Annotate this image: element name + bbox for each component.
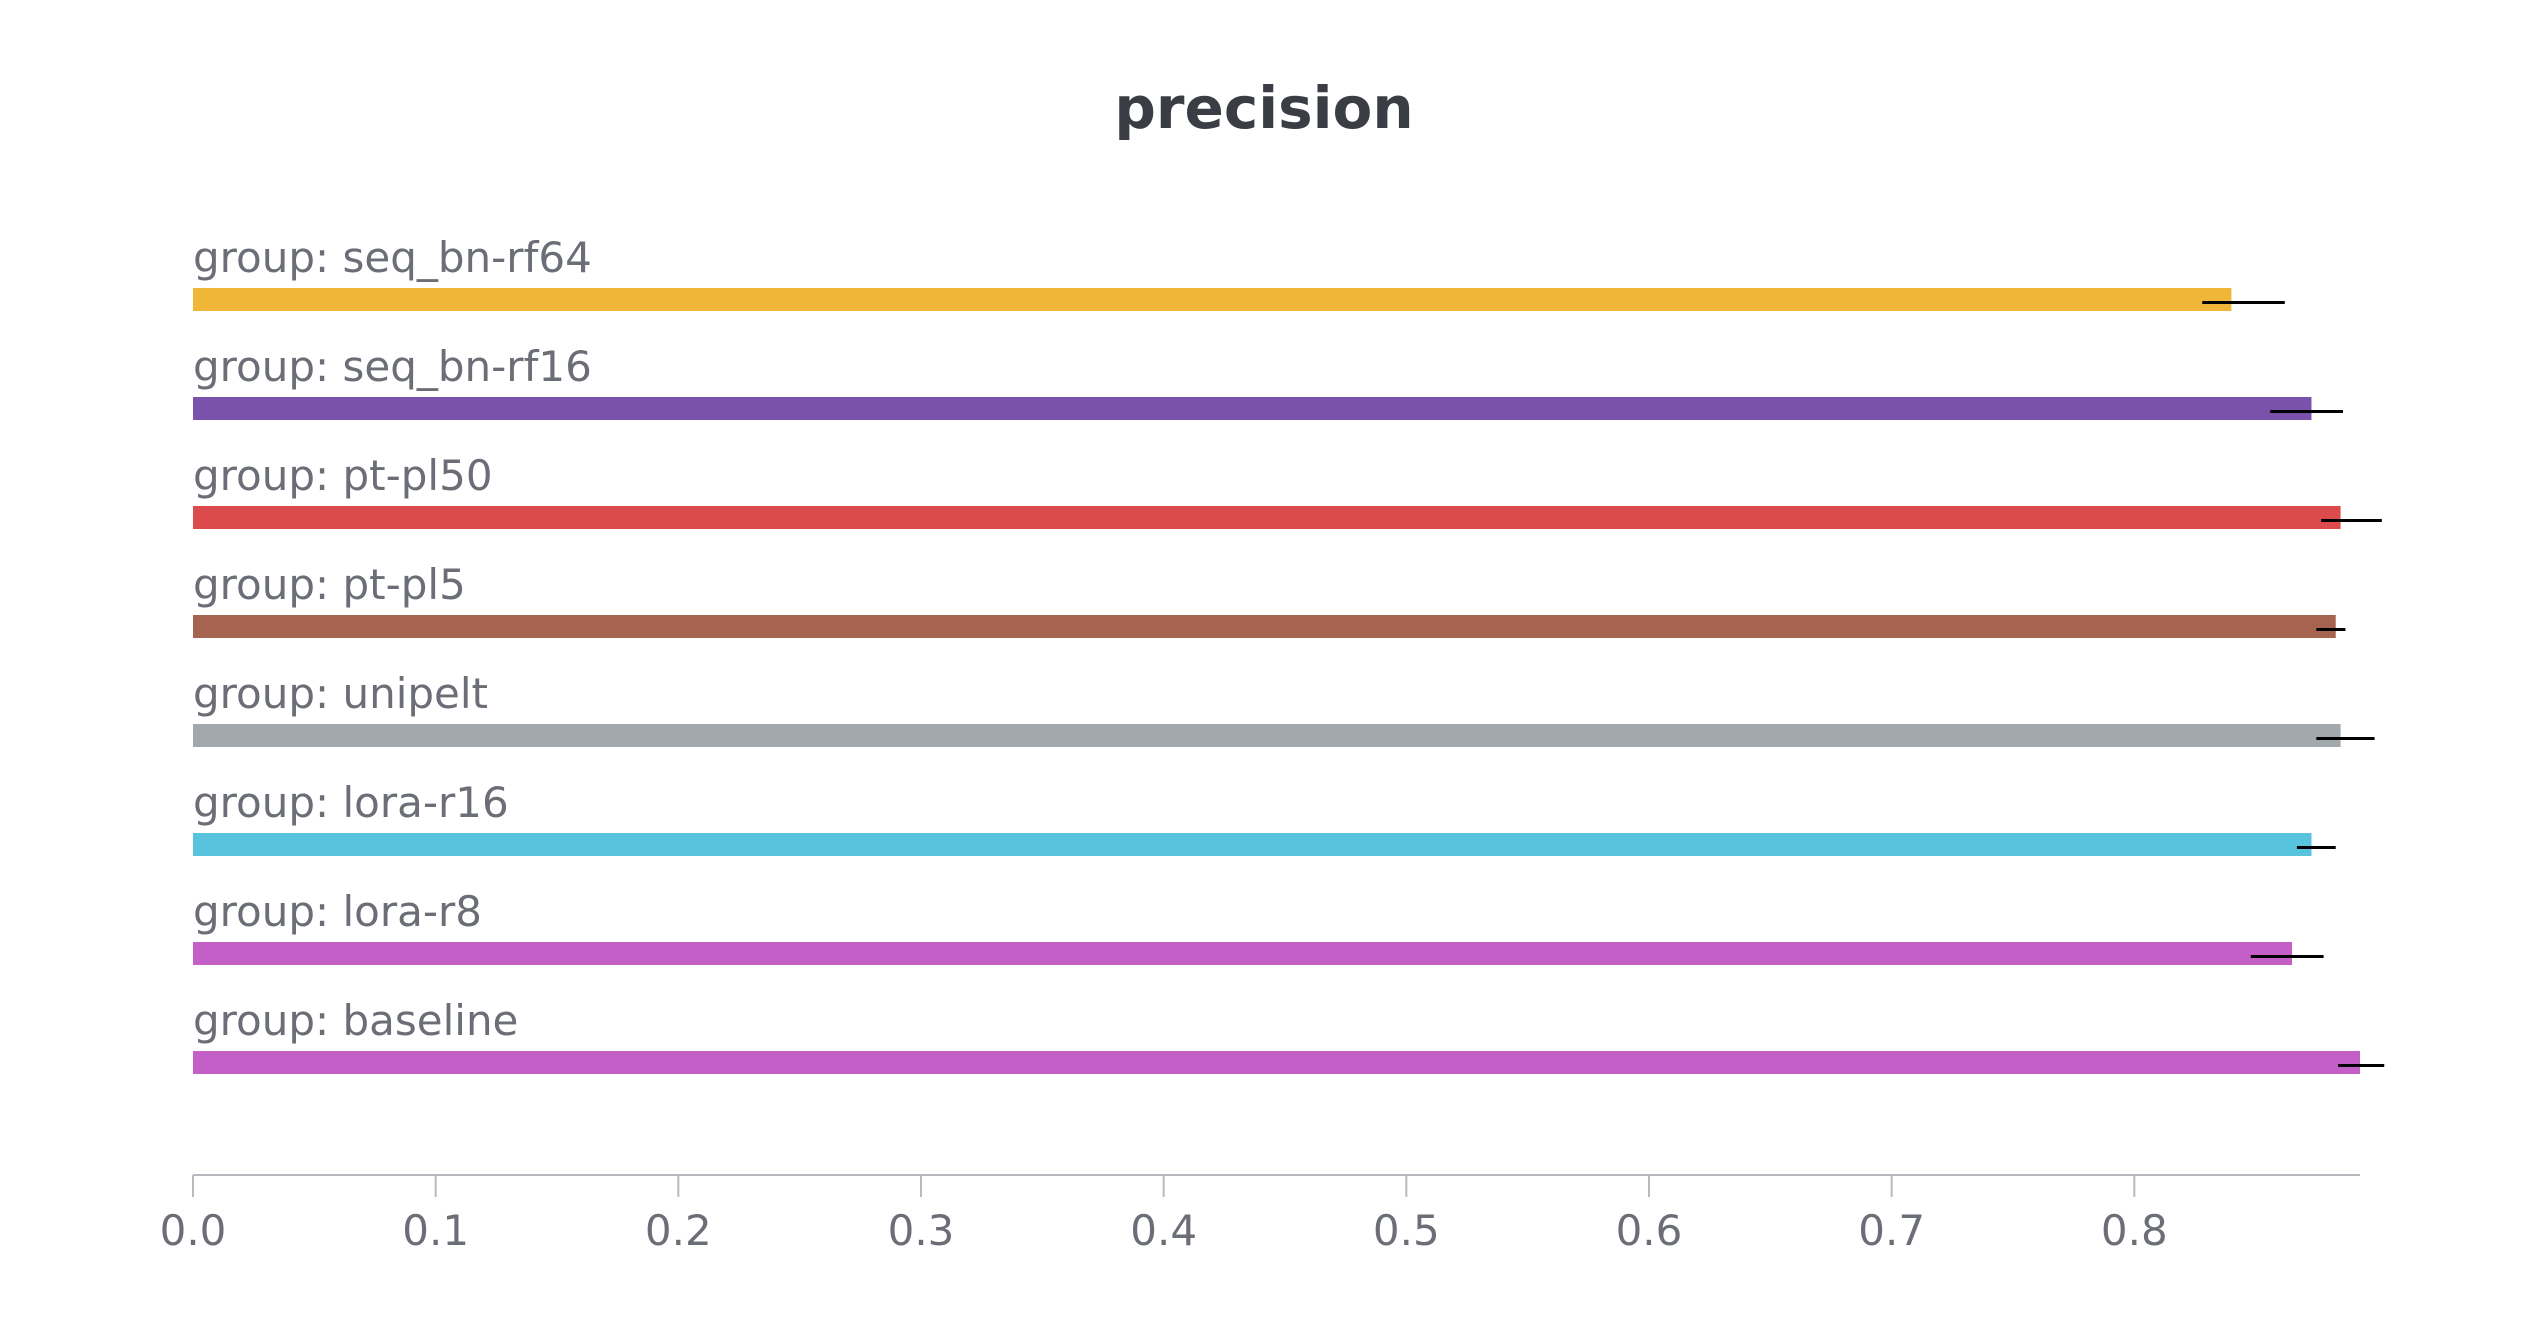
bar-label: group: baseline: [193, 996, 518, 1045]
bar: [193, 397, 2312, 420]
bar: [193, 506, 2341, 529]
bar: [193, 942, 2293, 965]
bar-label: group: seq_bn-rf16: [193, 342, 592, 391]
bar-label: group: pt-pl5: [193, 560, 466, 609]
bars-layer: group: seq_bn-rf64 group: seq_bn-rf16grou…: [193, 233, 2385, 1074]
bar: [193, 288, 2232, 311]
bar-label: group: unipelt: [193, 669, 488, 718]
x-axis: 0.0 0.1 0.2 0.3 0.4 0.5 0.6 0.7 0.8: [160, 1174, 2360, 1255]
x-tick-label: 0.2: [645, 1206, 712, 1255]
x-tick-label: 0.1: [402, 1206, 469, 1255]
chart-title: precision: [1114, 74, 1413, 142]
bar-label: group: lora-r16: [193, 778, 509, 827]
x-tick-label: 0.6: [1616, 1206, 1683, 1255]
bar: [193, 615, 2336, 638]
bar-label: group: seq_bn-rf64: [193, 233, 592, 282]
x-tick-label: 0.3: [888, 1206, 955, 1255]
bar-label: group: pt-pl50: [193, 451, 493, 500]
bar: [193, 724, 2341, 747]
x-tick-label: 0.0: [160, 1206, 227, 1255]
bar: [193, 1051, 2360, 1074]
x-tick-label: 0.8: [2101, 1206, 2168, 1255]
bar: [193, 833, 2312, 856]
x-tick-label: 0.7: [1858, 1206, 1925, 1255]
x-tick-label: 0.4: [1130, 1206, 1197, 1255]
bar-label: group: lora-r8: [193, 887, 482, 936]
x-tick-label: 0.5: [1373, 1206, 1440, 1255]
